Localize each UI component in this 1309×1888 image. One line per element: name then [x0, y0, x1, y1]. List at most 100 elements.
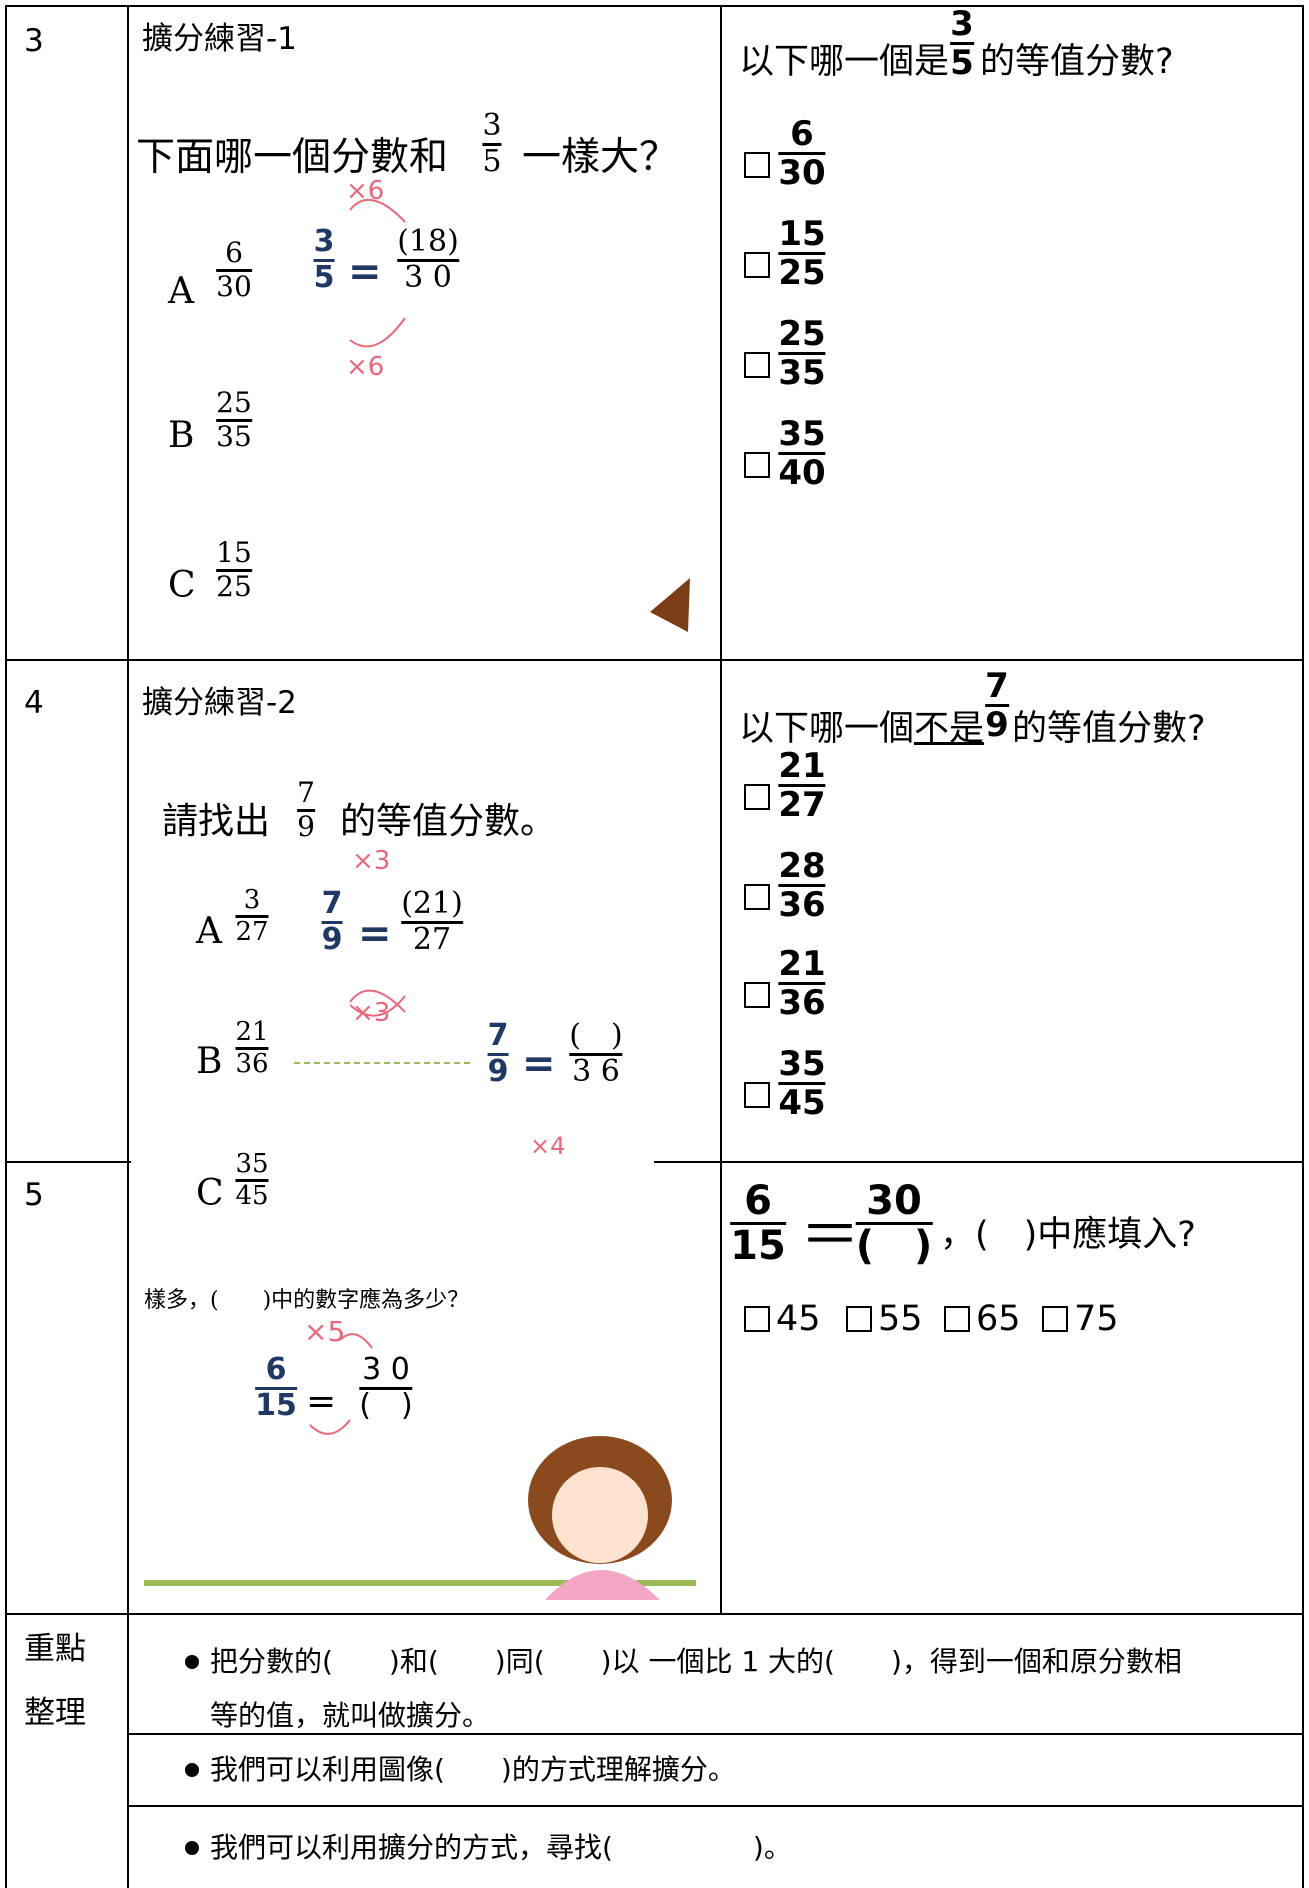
fraction-bar: [730, 1222, 786, 1225]
choice[interactable]: 55: [878, 1299, 923, 1339]
checkbox[interactable]: [744, 352, 770, 378]
denominator: 45: [778, 1083, 826, 1124]
table-border: [6, 5, 1304, 7]
cartoon: [545, 1570, 660, 1600]
fraction: 3 27: [235, 887, 269, 947]
equals: ＝: [800, 1201, 860, 1271]
slide-prompt: 的等值分數。: [340, 801, 557, 842]
choice[interactable]: 15 25: [778, 214, 826, 290]
choice[interactable]: 35 45: [778, 1047, 826, 1124]
fraction-bar: [778, 452, 826, 456]
checkbox[interactable]: [1042, 1306, 1068, 1332]
choice[interactable]: 6 30: [778, 114, 826, 194]
row-title: 擴分練習-1: [142, 21, 297, 57]
fraction-bar: [216, 268, 252, 272]
denominator: 5: [482, 143, 502, 179]
checkbox[interactable]: [744, 152, 770, 178]
denominator: ( ): [855, 1223, 933, 1269]
numerator: 7: [321, 886, 343, 921]
denominator: 9: [985, 705, 1009, 746]
choice[interactable]: 35 40: [778, 414, 826, 490]
question-text: 的等值分數?: [980, 42, 1174, 82]
numerator: 6: [265, 1352, 287, 1387]
arrow: [309, 1419, 351, 1435]
question-text: 以下哪一個: [739, 709, 915, 749]
table-border: [5, 5, 7, 1888]
bullet: [185, 1655, 199, 1669]
checkbox[interactable]: [846, 1306, 872, 1332]
numerator: 7: [985, 666, 1009, 706]
fraction: (21) 27: [401, 889, 463, 954]
option-letter: B: [168, 415, 195, 456]
checkbox[interactable]: [744, 1306, 770, 1332]
choice[interactable]: 21 27: [778, 746, 826, 822]
denominator: 5: [313, 259, 335, 295]
choice[interactable]: 28 36: [778, 849, 826, 926]
checkbox[interactable]: [744, 884, 770, 910]
numerator: 21: [778, 944, 826, 984]
choice[interactable]: 21 36: [778, 944, 826, 1024]
denominator: 30: [778, 153, 826, 194]
numerator: 21: [778, 746, 826, 786]
summary-point: 等的值，就叫做擴分。: [210, 1699, 491, 1732]
slide-overlap: [131, 1160, 654, 1238]
fraction-bar: [255, 1386, 297, 1390]
numerator: 30: [866, 1178, 922, 1224]
denominator: 36: [778, 885, 826, 926]
numerator: 25: [778, 314, 826, 354]
numerator: 15: [778, 214, 826, 254]
choice[interactable]: 45: [776, 1299, 821, 1339]
denominator: 27: [235, 916, 269, 947]
summary-point: 我們可以利用圖像( )的方式理解擴分。: [210, 1753, 736, 1786]
question-text: 以下哪一個是: [739, 42, 950, 82]
choice[interactable]: 65: [976, 1299, 1021, 1339]
question-text: 的等值分數?: [1012, 709, 1206, 749]
summary-point: 我們可以利用擴分的方式，尋找( )。: [210, 1831, 792, 1864]
slide-prompt: 下面哪一個分數和: [136, 135, 449, 180]
table-border: [128, 1805, 1304, 1807]
fraction-bar: [487, 1052, 509, 1056]
choice[interactable]: 75: [1074, 1299, 1119, 1339]
fraction-bar: [778, 352, 826, 356]
table-border: [1302, 5, 1304, 1888]
choice[interactable]: 25 35: [778, 314, 826, 390]
fraction-bar: [778, 982, 826, 986]
option-letter: B: [196, 1041, 223, 1082]
checkbox[interactable]: [744, 252, 770, 278]
numerator: 3: [950, 4, 974, 44]
fraction-bar: [401, 920, 463, 924]
checkbox[interactable]: [744, 452, 770, 478]
checkbox[interactable]: [744, 784, 770, 810]
cartoon: [552, 1467, 648, 1563]
summary-label: 重點: [24, 1631, 86, 1667]
fraction-bar: [216, 568, 252, 572]
dashed-arrow: [294, 1062, 470, 1064]
fraction: (18) 3 0: [397, 224, 459, 295]
numerator: 35: [778, 414, 826, 454]
checkbox[interactable]: [744, 1082, 770, 1108]
denominator: 36: [235, 1048, 269, 1079]
row-title: 擴分練習-2: [142, 685, 297, 721]
denominator: 5: [950, 43, 974, 84]
checkbox[interactable]: [944, 1306, 970, 1332]
numerator: (18): [397, 224, 459, 259]
fraction-bar: [359, 1386, 413, 1390]
table-border: [128, 1733, 1304, 1735]
fraction-bar: [778, 1082, 826, 1086]
denominator: 36: [778, 983, 826, 1024]
numerator: 6: [225, 236, 243, 269]
numerator: 6: [790, 114, 814, 154]
fraction-bar: [297, 808, 315, 812]
slide-prompt: 一樣大？: [522, 135, 679, 180]
numerator: 21: [235, 1017, 269, 1047]
checkbox[interactable]: [744, 982, 770, 1008]
denominator: 3 0: [404, 259, 452, 295]
numerator: ( ): [569, 1018, 623, 1053]
